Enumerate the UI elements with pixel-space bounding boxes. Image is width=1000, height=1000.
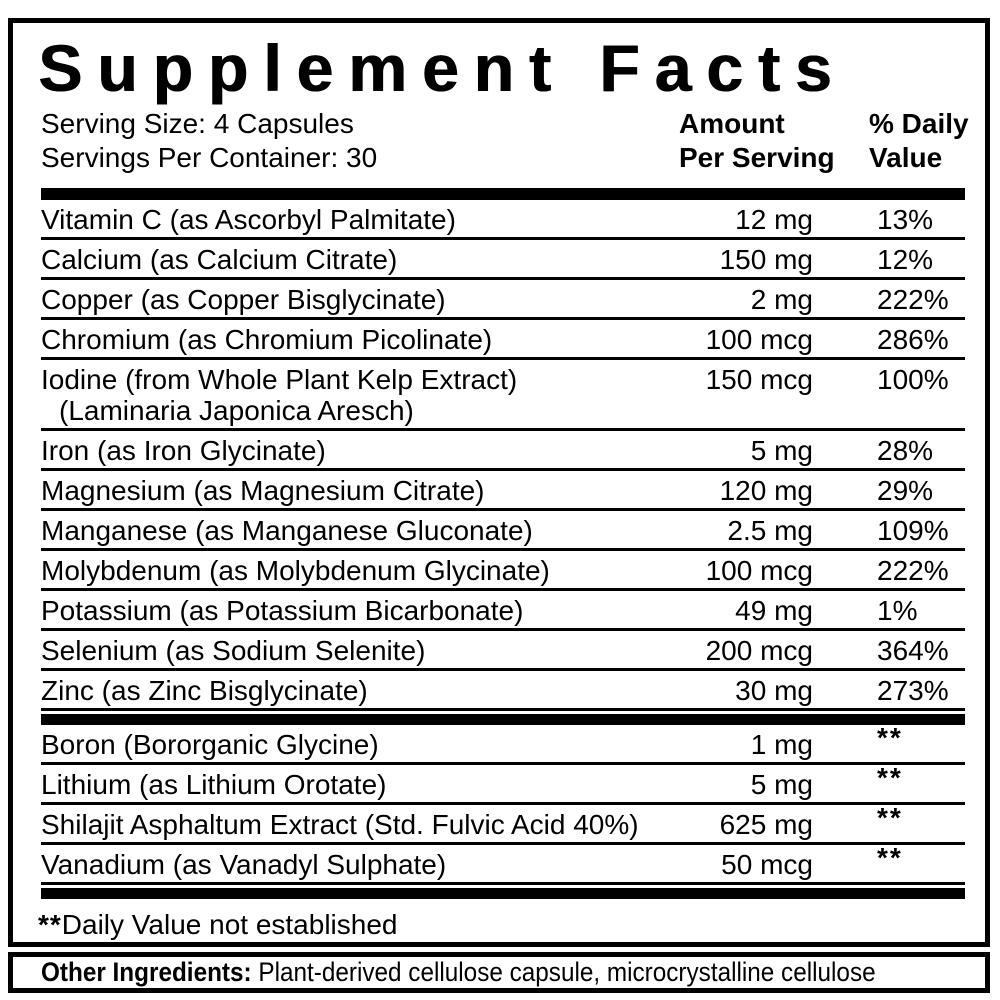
section-divider-bar [41, 714, 965, 725]
nutrient-daily-value: 222% [877, 555, 949, 586]
nutrient-row: Calcium (as Calcium Citrate) 150 mg 12% [41, 240, 965, 280]
daily-header-line2: Value [869, 142, 943, 173]
serving-size: Serving Size: 4 Capsules [41, 108, 354, 139]
nutrient-daily-value: 100% [877, 364, 949, 395]
nutrient-amount: 625 mg [719, 809, 813, 840]
daily-value-footnote: **Daily Value not established [38, 909, 965, 941]
other-ingredients-text: Plant-derived cellulose capsule, microcr… [251, 957, 876, 987]
nutrient-name: Vitamin C (as Ascorbyl Palmitate) [41, 204, 456, 235]
serving-info-header: Serving Size: 4 Capsules Servings Per Co… [41, 107, 969, 177]
nutrient-amount: 50 mcg [721, 849, 813, 880]
footnote-text: Daily Value not established [61, 909, 398, 940]
nutrient-name: Manganese (as Manganese Gluconate) [41, 515, 533, 546]
nutrient-amount: 12 mg [735, 204, 813, 235]
nutrient-daily-value: 13% [877, 204, 934, 235]
nutrient-daily-value: 1% [877, 595, 918, 626]
nutrient-amount: 200 mcg [705, 635, 813, 666]
nutrient-row: Molybdenum (as Molybdenum Glycinate) 100… [41, 551, 965, 591]
nutrient-row: Shilajit Asphaltum Extract (Std. Fulvic … [41, 802, 965, 845]
nutrient-row: Chromium (as Chromium Picolinate) 100 mc… [41, 320, 965, 360]
nutrient-name: Chromium (as Chromium Picolinate) [41, 324, 493, 355]
supplement-facts-panel: Supplement Facts Serving Size: 4 Capsule… [8, 18, 990, 947]
nutrient-name: Magnesium (as Magnesium Citrate) [41, 475, 485, 506]
nutrient-amount: 120 mg [719, 475, 813, 506]
nutrient-row: Lithium (as Lithium Orotate) 5 mg ** [41, 762, 965, 805]
nutrient-row: Selenium (as Sodium Selenite) 200 mcg 36… [41, 631, 965, 671]
amount-column-header: Amount Per Serving [679, 107, 835, 175]
nutrient-amount: 100 mcg [705, 555, 813, 586]
other-ingredients-line: Other Ingredients: Plant-derived cellulo… [41, 957, 876, 988]
other-ingredients-panel: Other Ingredients: Plant-derived cellulo… [8, 952, 990, 993]
nutrient-daily-value: 12% [877, 244, 934, 275]
nutrient-daily-value: ** [877, 842, 903, 873]
nutrient-name: Zinc (as Zinc Bisglycinate) [41, 675, 368, 706]
nutrient-name: Boron (Bororganic Glycine) [41, 729, 379, 760]
nutrient-amount: 150 mcg [705, 364, 813, 395]
nutrient-amount: 1 mg [750, 729, 813, 760]
nutrient-row: Iron (as Iron Glycinate) 5 mg 28% [41, 431, 965, 471]
nutrient-rows-no-dv: Boron (Bororganic Glycine) 1 mg ** Lithi… [41, 722, 965, 885]
nutrient-name: Lithium (as Lithium Orotate) [41, 769, 387, 800]
nutrient-name: Selenium (as Sodium Selenite) [41, 635, 426, 666]
nutrient-name: Copper (as Copper Bisglycinate) [41, 284, 446, 315]
amount-header-line1: Amount [679, 108, 785, 139]
nutrient-daily-value: 364% [877, 635, 949, 666]
nutrient-row: Copper (as Copper Bisglycinate) 2 mg 222… [41, 280, 965, 320]
nutrient-name: Potassium (as Potassium Bicarbonate) [41, 595, 524, 626]
daily-header-line1: % Daily [869, 108, 969, 139]
nutrient-amount: 30 mg [735, 675, 813, 706]
nutrient-daily-value: 29% [877, 475, 934, 506]
nutrient-daily-value: ** [877, 722, 903, 753]
nutrient-row: Vitamin C (as Ascorbyl Palmitate) 12 mg … [41, 200, 965, 240]
nutrient-name: Shilajit Asphaltum Extract (Std. Fulvic … [41, 809, 639, 840]
nutrient-amount: 2 mg [750, 284, 813, 315]
nutrient-amount: 5 mg [750, 435, 813, 466]
nutrient-daily-value: ** [877, 802, 903, 833]
header-divider-bar [41, 188, 965, 200]
nutrient-row: Manganese (as Manganese Gluconate) 2.5 m… [41, 511, 965, 551]
panel-title: Supplement Facts [38, 31, 847, 105]
daily-value-column-header: % Daily Value [869, 107, 969, 175]
nutrient-daily-value: 109% [877, 515, 949, 546]
nutrient-name: Iron (as Iron Glycinate) [41, 435, 326, 466]
servings-per-container: Servings Per Container: 30 [41, 142, 378, 173]
nutrient-name: Iodine (from Whole Plant Kelp Extract) (… [41, 364, 518, 426]
nutrient-row: Magnesium (as Magnesium Citrate) 120 mg … [41, 471, 965, 511]
nutrient-amount: 150 mg [719, 244, 813, 275]
nutrient-row: Vanadium (as Vanadyl Sulphate) 50 mcg ** [41, 842, 965, 885]
nutrient-row: Iodine (from Whole Plant Kelp Extract) (… [41, 360, 965, 431]
nutrient-rows-main: Vitamin C (as Ascorbyl Palmitate) 12 mg … [41, 200, 965, 711]
nutrient-daily-value: 273% [877, 675, 949, 706]
other-ingredients-label: Other Ingredients: [41, 957, 252, 987]
nutrient-amount: 100 mcg [705, 324, 813, 355]
nutrient-daily-value: ** [877, 762, 903, 793]
nutrient-name: Vanadium (as Vanadyl Sulphate) [41, 849, 447, 880]
nutrient-name: Calcium (as Calcium Citrate) [41, 244, 398, 275]
nutrient-amount: 2.5 mg [727, 515, 813, 546]
nutrient-amount: 5 mg [750, 769, 813, 800]
nutrient-daily-value: 28% [877, 435, 934, 466]
nutrient-amount: 49 mg [735, 595, 813, 626]
nutrient-row: Potassium (as Potassium Bicarbonate) 49 … [41, 591, 965, 631]
nutrient-row: Zinc (as Zinc Bisglycinate) 30 mg 273% [41, 671, 965, 711]
nutrient-row: Boron (Bororganic Glycine) 1 mg ** [41, 722, 965, 765]
footnote-asterisks: ** [38, 909, 62, 940]
footer-divider-bar [41, 888, 965, 899]
nutrient-daily-value: 286% [877, 324, 949, 355]
nutrient-name: Molybdenum (as Molybdenum Glycinate) [41, 555, 550, 586]
amount-header-line2: Per Serving [679, 142, 835, 173]
nutrient-daily-value: 222% [877, 284, 949, 315]
